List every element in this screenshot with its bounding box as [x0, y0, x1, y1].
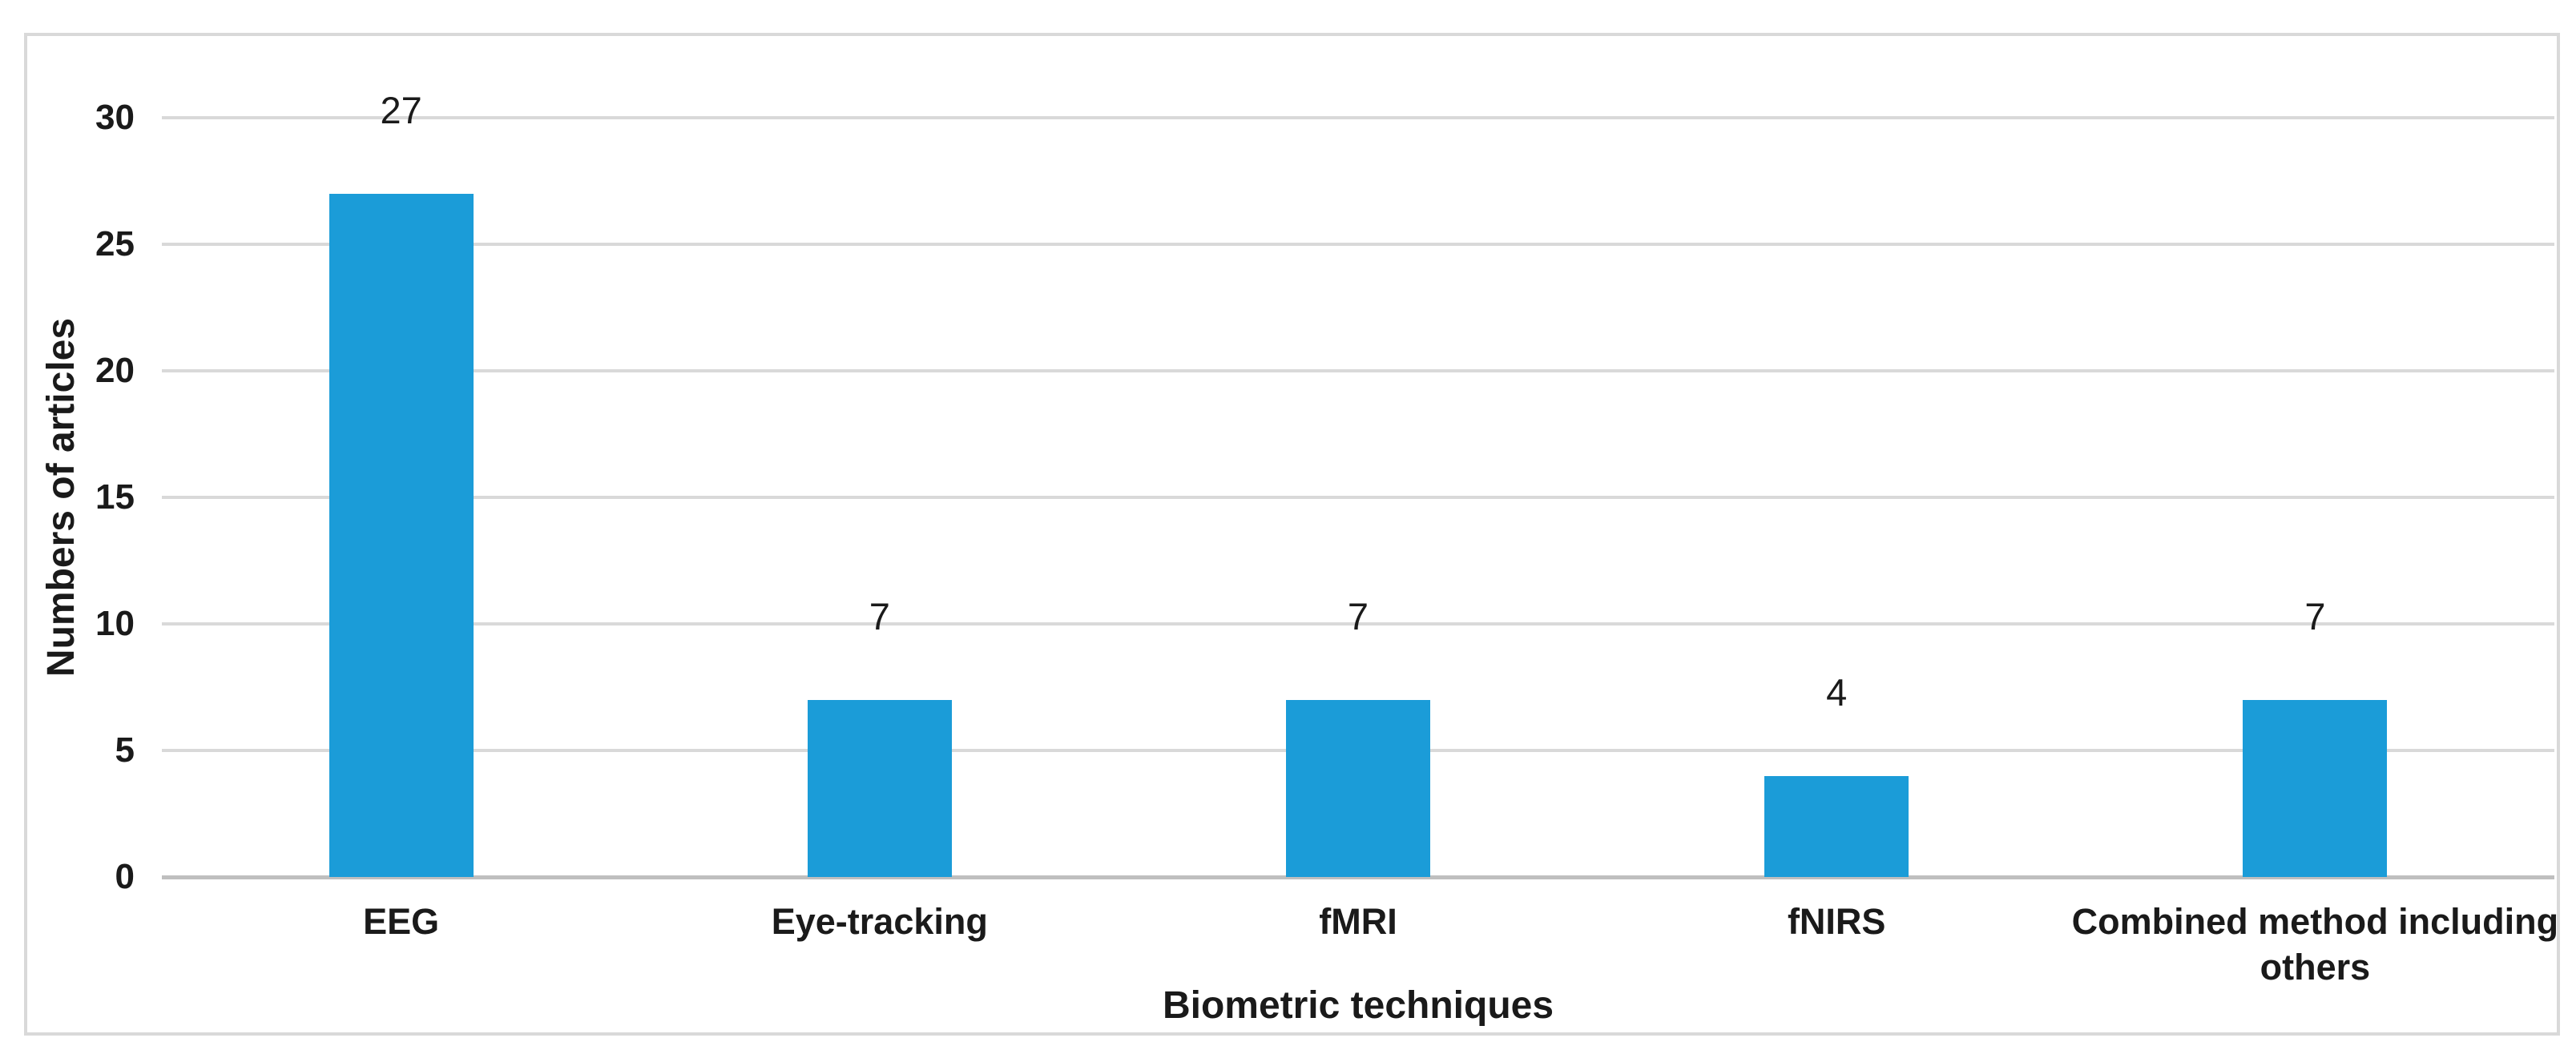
bar-value-label: 4 [1826, 670, 1848, 714]
y-tick-label: 30 [95, 98, 135, 137]
x-axis-line [162, 875, 2554, 879]
x-axis-title: Biometric techniques [1162, 984, 1554, 1027]
y-tick-label: 15 [95, 477, 135, 517]
x-category-label: Eye-tracking [771, 901, 988, 942]
y-tick-label: 20 [95, 351, 135, 390]
x-category-label: fNIRS [1787, 901, 1886, 942]
gridline [162, 496, 2554, 499]
bar-value-label: 27 [380, 88, 422, 131]
bar-eye-tracking [807, 699, 952, 877]
y-tick-label: 25 [95, 224, 135, 263]
gridline [162, 369, 2554, 372]
gridline [162, 243, 2554, 246]
bar-value-label: 7 [869, 594, 890, 638]
chart-area-border [24, 33, 2560, 1036]
y-tick-label: 10 [95, 604, 135, 643]
bar-fmri [1286, 699, 1430, 877]
gridline [162, 622, 2554, 626]
gridline [162, 116, 2554, 119]
bar-value-label: 7 [1347, 594, 1369, 638]
x-category-label: EEG [363, 901, 440, 942]
y-tick-label: 5 [115, 730, 135, 770]
x-category-label: Combined method including others [2071, 901, 2559, 988]
y-tick-label: 0 [115, 857, 135, 896]
bar-fnirs [1764, 775, 1909, 877]
bar-value-label: 7 [2304, 594, 2326, 638]
bar-eeg [329, 193, 474, 877]
bar-combined-method-including [2243, 699, 2388, 877]
y-axis-title: Numbers of articles [40, 317, 83, 678]
x-category-label: fMRI [1319, 901, 1397, 942]
